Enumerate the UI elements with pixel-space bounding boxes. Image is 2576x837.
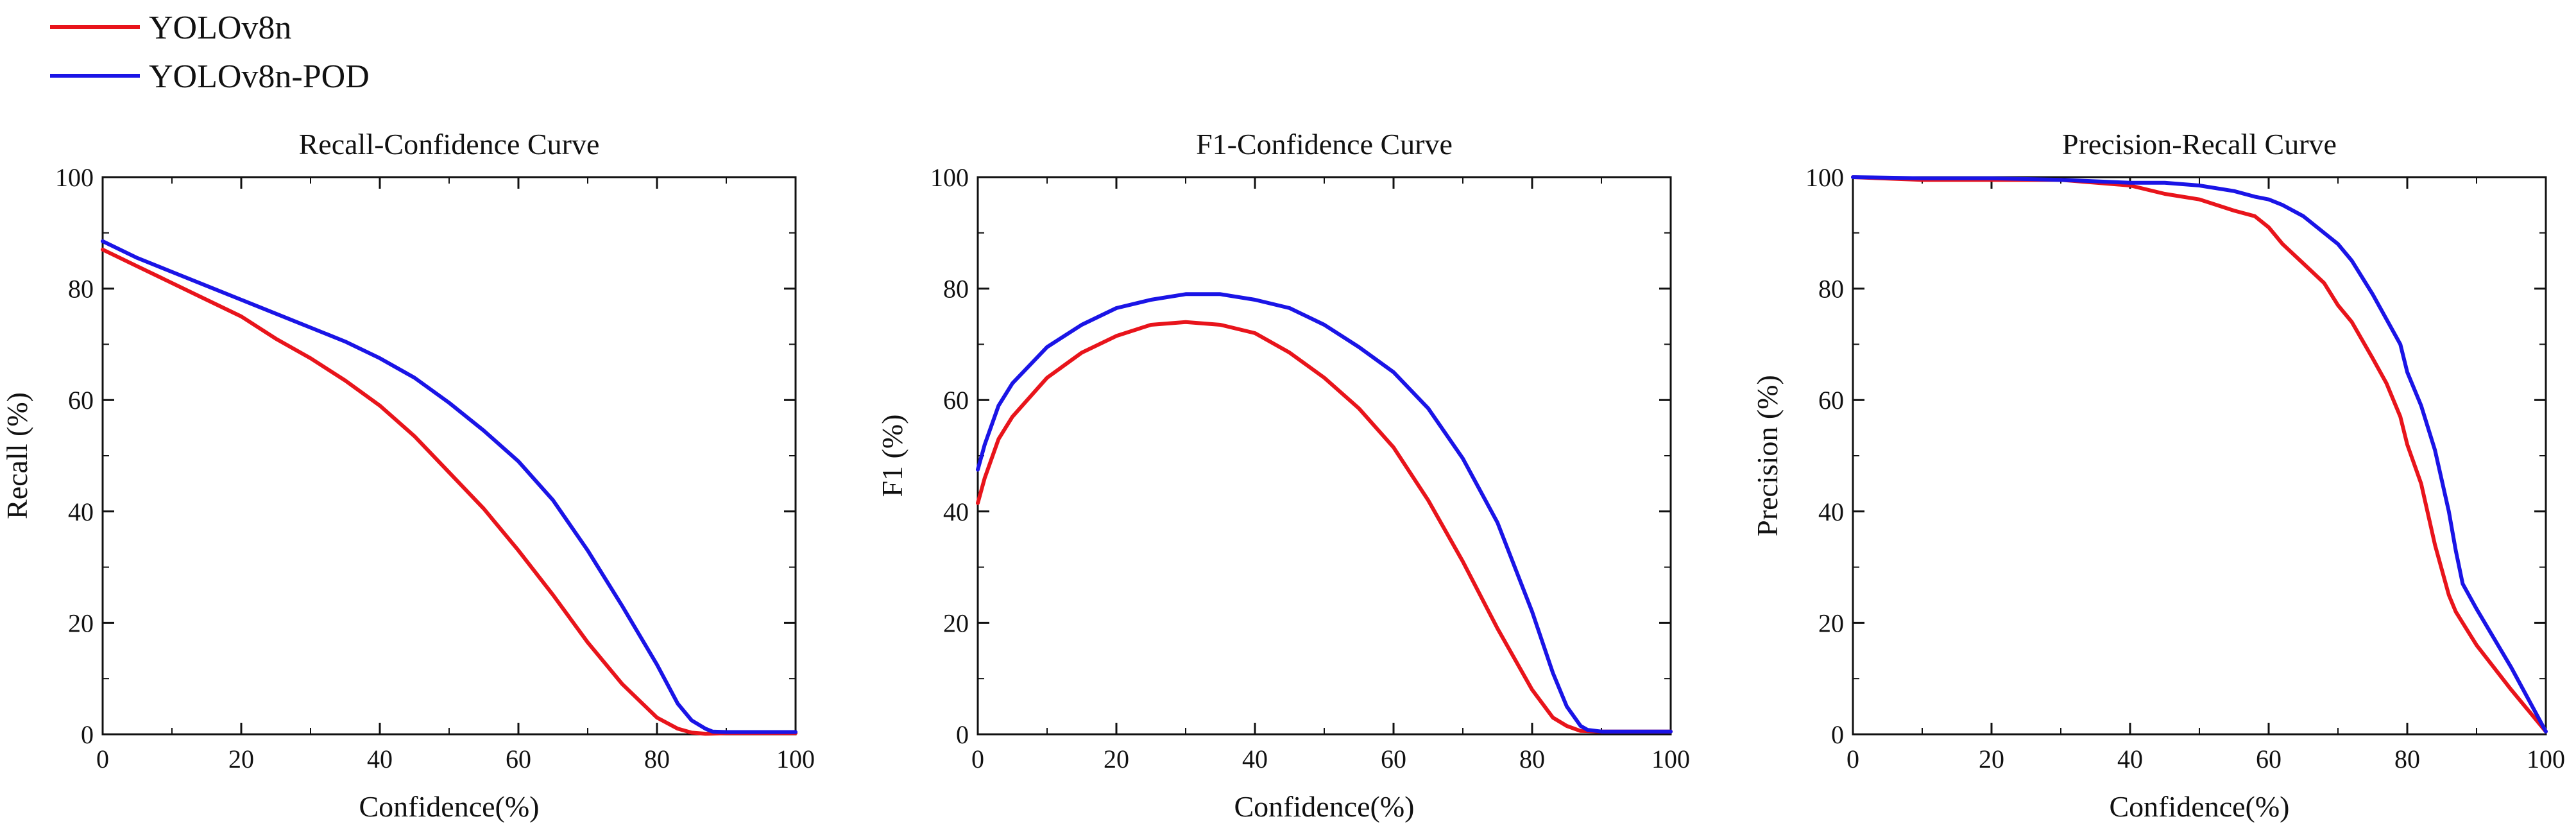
chart-title: Precision-Recall Curve <box>2062 128 2337 160</box>
x-tick-label: 60 <box>506 745 531 773</box>
x-axis-label: Confidence(%) <box>2110 790 2290 823</box>
plot-frame <box>977 176 1672 736</box>
y-tick-label: 100 <box>1805 163 1844 192</box>
x-tick-label: 40 <box>1242 745 1268 773</box>
x-tick-label: 40 <box>367 745 393 773</box>
y-axis-label: Precision (%) <box>1751 375 1784 537</box>
chart-title: Recall-Confidence Curve <box>299 128 600 160</box>
legend: YOLOv8n YOLOv8n-POD <box>50 10 370 95</box>
y-tick-label: 60 <box>1818 386 1844 415</box>
x-tick-label: 100 <box>776 745 815 773</box>
x-tick-label: 0 <box>96 745 109 773</box>
x-axis-label: Confidence(%) <box>359 790 540 823</box>
series-line-yolov8n <box>1851 175 2548 734</box>
x-tick-label: 20 <box>1104 745 1129 773</box>
panel-f1-confidence-curve: 0 20 40 60 80 100 0 20 40 60 80 100 F1-Confidence Cu… <box>876 128 1690 823</box>
x-tick-label: 60 <box>1381 745 1406 773</box>
plot-frame <box>1852 176 2547 736</box>
y-axis-label: Recall (%) <box>1 392 33 519</box>
x-tick-label: 0 <box>1847 745 1859 773</box>
x-tick-label: 40 <box>2117 745 2143 773</box>
chart-title: F1-Confidence Curve <box>1196 128 1453 160</box>
y-tick-label: 40 <box>1818 497 1844 526</box>
y-axis-label: F1 (%) <box>876 414 908 497</box>
legend-label-yolov8n-pod: YOLOv8n-POD <box>149 58 370 95</box>
y-tick-label: 40 <box>68 497 94 526</box>
y-tick-label: 100 <box>55 163 94 192</box>
y-tick-label: 20 <box>68 608 94 637</box>
y-tick-label: 80 <box>1818 275 1844 304</box>
y-tick-label: 0 <box>81 720 94 749</box>
legend-label-yolov8n: YOLOv8n <box>149 10 291 46</box>
x-tick-label: 0 <box>971 745 984 773</box>
series-line-yolov8n <box>976 320 1673 734</box>
series-line-yolov8n-pod <box>101 239 798 734</box>
y-tick-label: 20 <box>943 608 969 637</box>
plot-frame <box>101 176 797 736</box>
y-tick-label: 80 <box>943 275 969 304</box>
x-tick-label: 100 <box>1651 745 1690 773</box>
y-tick-label: 60 <box>68 386 94 415</box>
y-tick-label: 80 <box>68 275 94 304</box>
y-tick-label: 0 <box>1831 720 1844 749</box>
series-line-yolov8n-pod <box>1851 175 2548 734</box>
chart-panels: 0 20 40 60 80 100 0 20 40 60 80 100 Recall-Confidenc… <box>1 128 2565 823</box>
x-tick-label: 20 <box>228 745 254 773</box>
y-tick-label: 0 <box>956 720 969 749</box>
y-tick-label: 100 <box>930 163 969 192</box>
y-tick-label: 20 <box>1818 608 1844 637</box>
panel-precision-recall-curve: 0 20 40 60 80 100 0 20 40 60 80 100 Precision-Recall… <box>1751 128 2565 823</box>
y-tick-label: 60 <box>943 386 969 415</box>
x-axis-label: Confidence(%) <box>1234 790 1415 823</box>
x-tick-label: 80 <box>2394 745 2420 773</box>
x-tick-label: 80 <box>644 745 670 773</box>
panel-recall-confidence-curve: 0 20 40 60 80 100 0 20 40 60 80 100 Recall-Confidenc… <box>1 128 815 823</box>
x-tick-label: 20 <box>1979 745 2004 773</box>
series-line-yolov8n <box>101 247 798 736</box>
y-tick-label: 40 <box>943 497 969 526</box>
x-tick-label: 60 <box>2256 745 2282 773</box>
x-tick-label: 100 <box>2527 745 2565 773</box>
series-line-yolov8n-pod <box>976 292 1673 734</box>
x-tick-label: 80 <box>1519 745 1545 773</box>
